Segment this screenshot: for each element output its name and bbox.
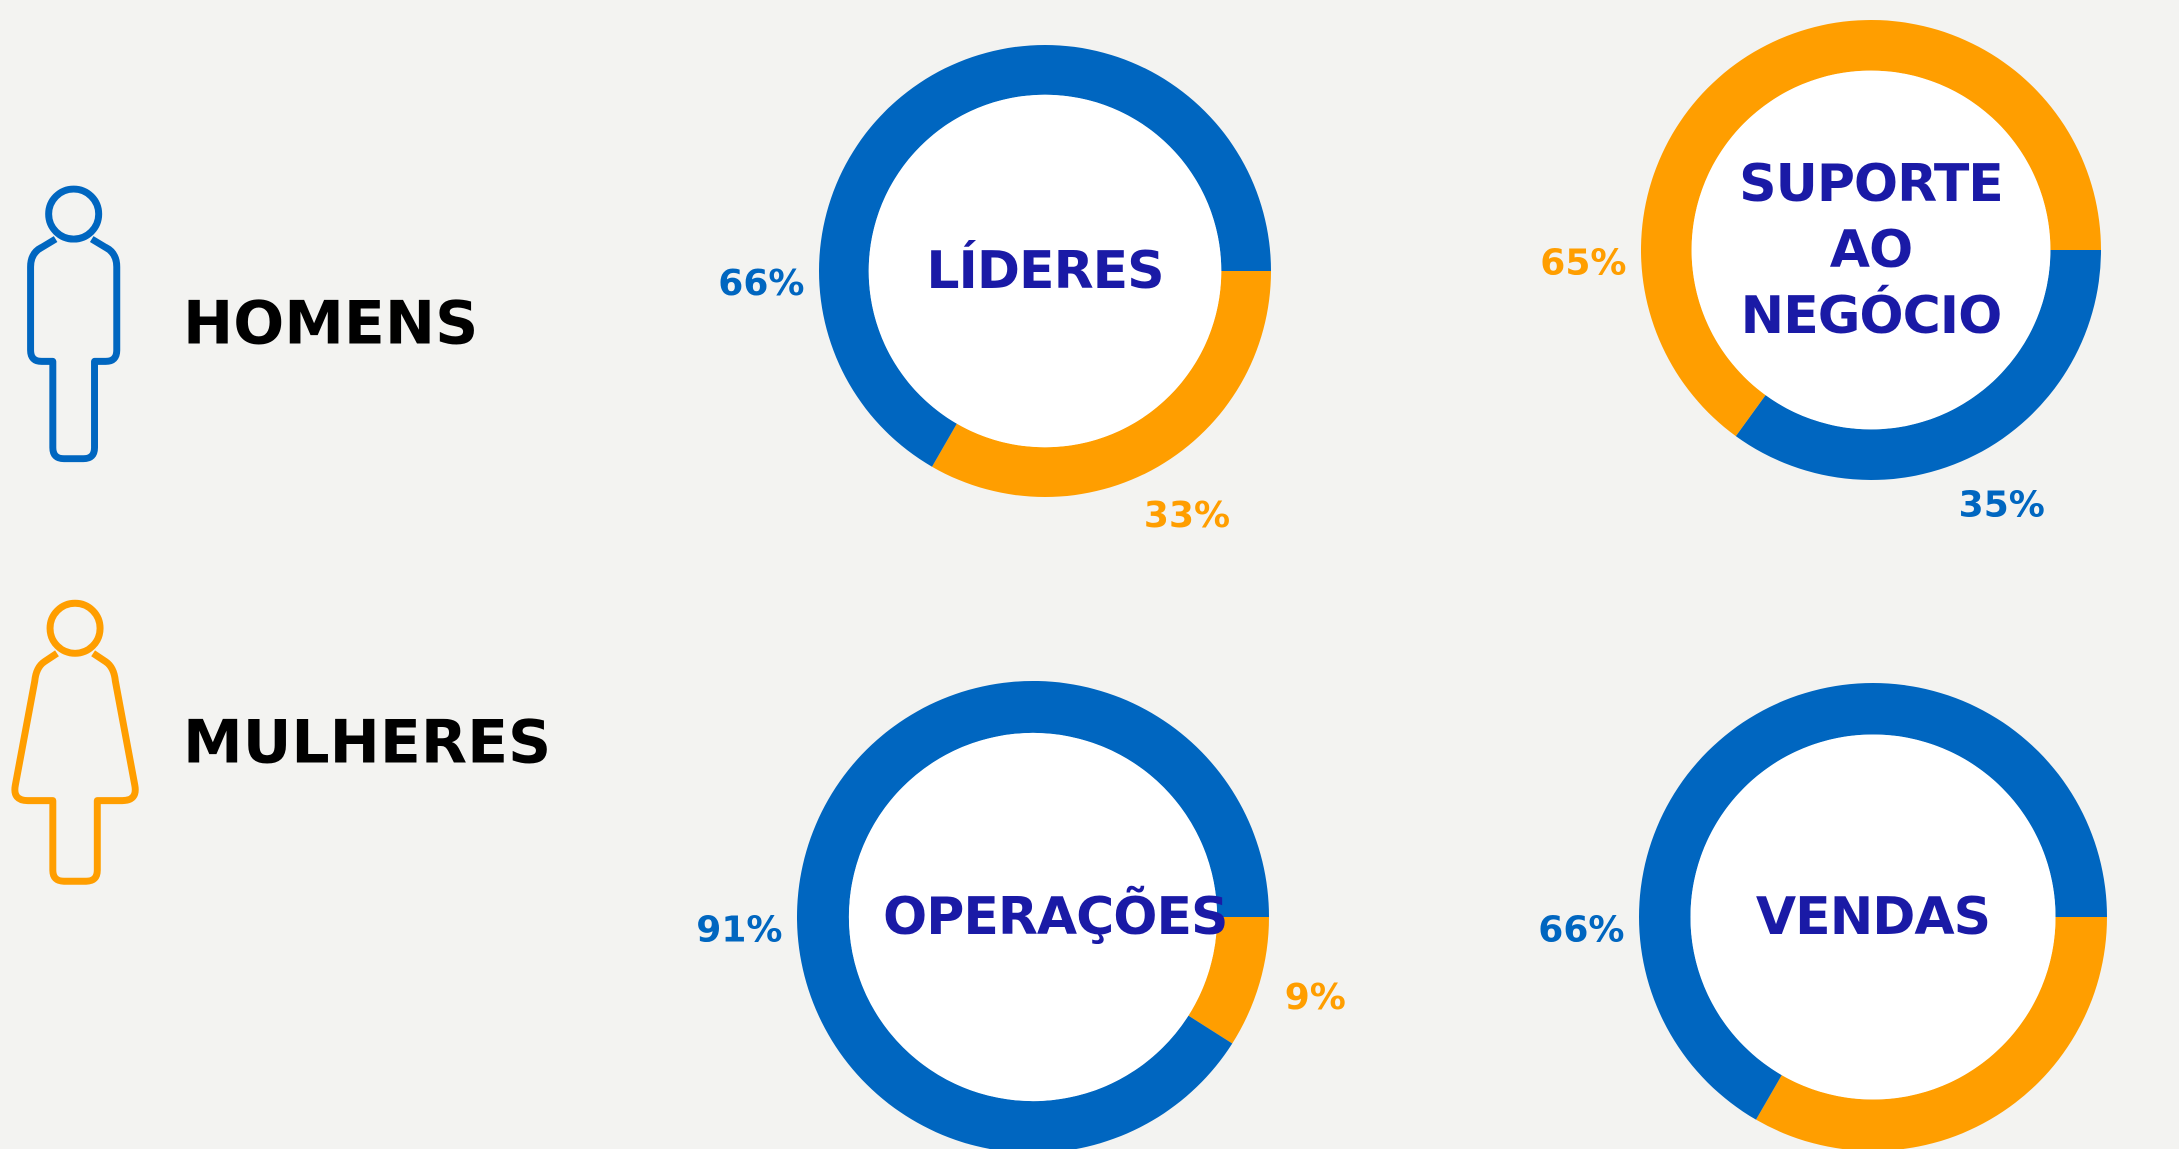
donut-title: LÍDERES — [926, 241, 1164, 301]
donut-hole — [868, 94, 1222, 448]
value-label: 35% — [1959, 485, 2045, 526]
donut-title: OPERAÇÕES — [883, 887, 1228, 947]
legend-label: HOMENS — [183, 289, 478, 359]
value-label: 33% — [1144, 495, 1230, 536]
value-label: 9% — [1285, 977, 1346, 1018]
value-label: 33% — [1976, 1148, 2062, 1149]
value-label: 66% — [1538, 910, 1624, 951]
legend-label: MULHERES — [183, 708, 551, 778]
donut-segment — [1756, 917, 2107, 1149]
woman-body — [11, 650, 139, 885]
donut-title: SUPORTE AO NEGÓCIO — [1739, 154, 2004, 346]
donut-segment — [1188, 917, 1269, 1044]
woman-head — [46, 599, 104, 657]
woman-icon — [11, 599, 139, 885]
man-body — [27, 236, 121, 463]
value-label: 91% — [696, 910, 782, 951]
man-icon — [27, 185, 121, 463]
donut-segment — [932, 271, 1271, 497]
value-label: 65% — [1540, 242, 1626, 283]
value-label: 66% — [718, 263, 804, 304]
donut-hole — [848, 732, 1218, 1102]
man-head — [45, 185, 103, 243]
icons — [11, 185, 139, 885]
donut-segment — [1735, 250, 2101, 480]
donut-hole — [1690, 734, 2056, 1100]
donut-title: VENDAS — [1755, 887, 1991, 947]
donut-hole — [1691, 70, 2051, 430]
